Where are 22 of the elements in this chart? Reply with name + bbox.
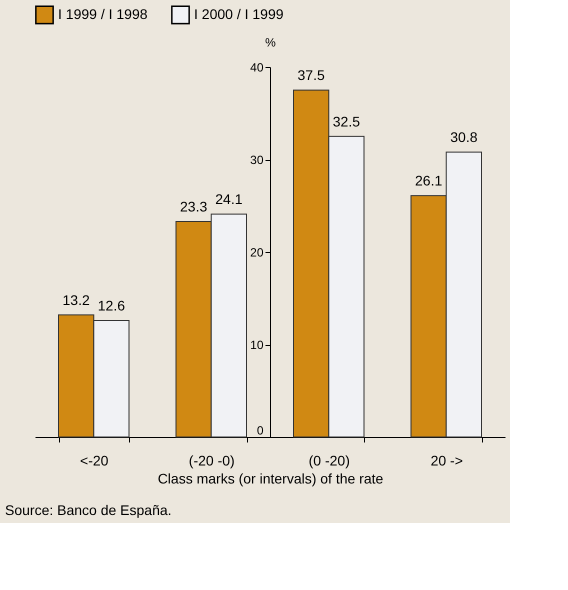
data-label: 12.6 xyxy=(98,297,126,314)
data-label: 13.2 xyxy=(62,292,90,308)
x-tick-label: (0 -20) xyxy=(308,452,350,468)
data-label: 24.1 xyxy=(215,191,243,208)
legend-label: I 1999 / I 1998 xyxy=(58,6,148,22)
y-tick-label: 10 xyxy=(250,338,264,352)
data-label: 32.5 xyxy=(332,113,360,130)
data-label: 23.3 xyxy=(180,198,208,214)
y-tick-label: 20 xyxy=(250,246,264,260)
y-axis-title: % xyxy=(265,36,276,50)
x-tick-label: 20 -> xyxy=(430,452,463,468)
data-label: 26.1 xyxy=(415,172,442,189)
x-tick-label: (-20 -0) xyxy=(188,452,235,468)
y-tick-label: 0 xyxy=(256,424,264,438)
data-label: 30.8 xyxy=(450,129,478,146)
data-label: 37.5 xyxy=(298,67,325,84)
y-tick-label: 40 xyxy=(250,60,264,74)
y-tick-label: 30 xyxy=(250,153,264,167)
source-note: Source: Banco de España. xyxy=(5,502,172,518)
x-tick-label: <-20 xyxy=(80,452,109,468)
legend-label: I 2000 / I 1999 xyxy=(194,6,284,22)
x-axis-title: Class marks (or intervals) of the rate xyxy=(158,470,384,486)
